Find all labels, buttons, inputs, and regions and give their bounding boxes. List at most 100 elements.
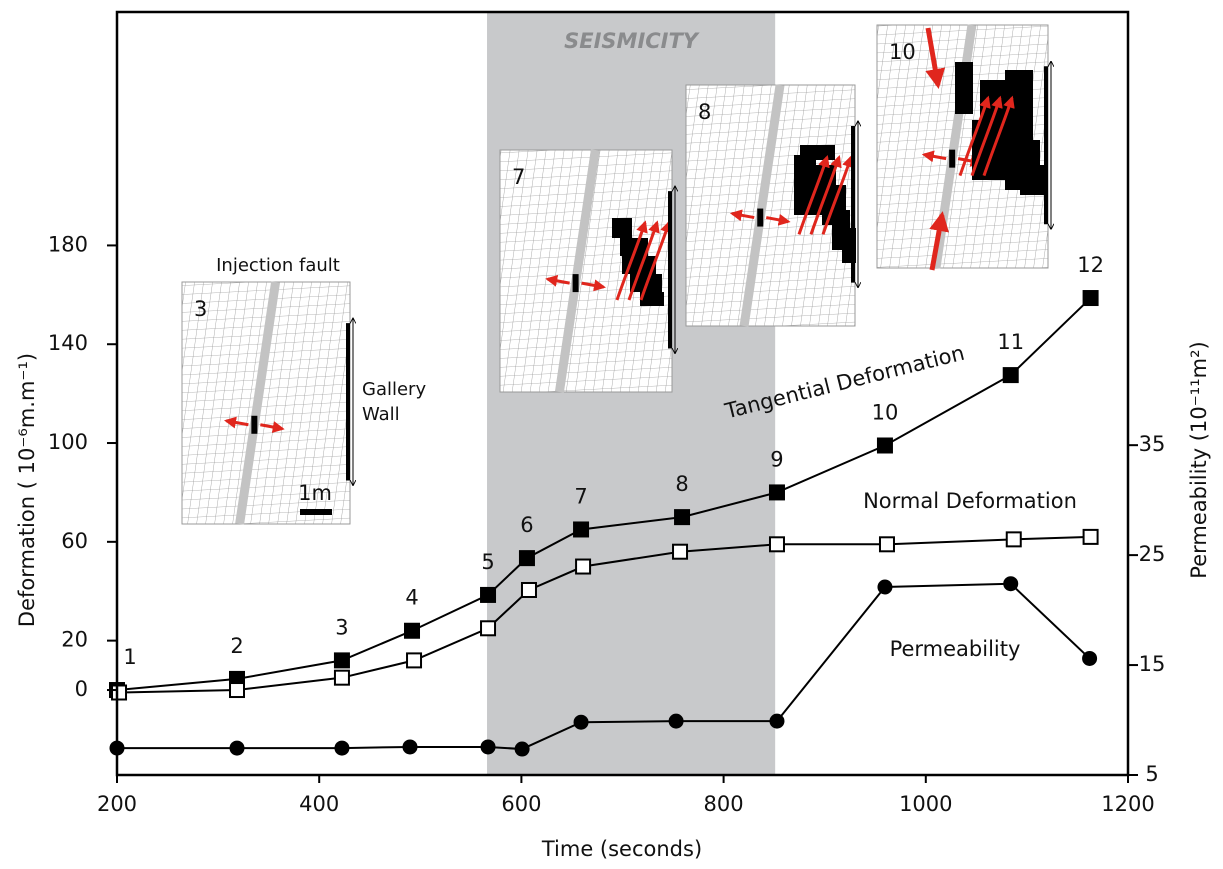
injection-point	[572, 274, 579, 293]
point-label: 7	[574, 484, 587, 508]
red-arrow	[581, 279, 606, 292]
marker	[480, 586, 497, 603]
marker	[1082, 528, 1099, 545]
y-tick-label: 20	[61, 628, 88, 652]
inset-label: 3	[194, 297, 207, 321]
seismicity-label: SEISMICITY	[564, 29, 700, 53]
red-fault-arrow	[925, 27, 946, 89]
marker	[1082, 650, 1098, 666]
point-label: 12	[1077, 253, 1104, 277]
point-label: 8	[675, 472, 688, 496]
series-line	[119, 535, 1091, 694]
red-slip	[627, 220, 660, 301]
marker	[480, 739, 496, 755]
failed-cells	[800, 145, 835, 160]
y-tick-label: 180	[48, 232, 88, 256]
red-arrow	[223, 416, 249, 429]
marker	[229, 682, 246, 699]
y-axis-title: Deformation ( 10⁻⁶m.m⁻¹)	[15, 353, 39, 627]
marker	[333, 652, 350, 669]
marker	[111, 684, 128, 701]
annotation: Gallery	[362, 379, 426, 400]
x-tick-label: 200	[97, 792, 137, 816]
marker	[229, 740, 245, 756]
red-slip	[809, 155, 842, 235]
fault-band	[235, 281, 281, 525]
y-tick-label: 100	[48, 430, 88, 454]
marker	[878, 536, 895, 553]
y-tick-label: 0	[75, 677, 88, 701]
inset-label: 10	[889, 40, 916, 64]
series-label: Normal Deformation	[863, 489, 1077, 513]
marker	[575, 558, 592, 575]
red-slip	[639, 220, 672, 301]
point-label: 6	[520, 513, 533, 537]
series-line	[116, 297, 1092, 692]
red-arrow	[765, 213, 791, 226]
point-label: 5	[481, 550, 494, 574]
red-arrow	[260, 421, 285, 433]
point-label: 10	[872, 400, 899, 424]
failed-cells	[640, 292, 664, 306]
inset: 8	[685, 84, 858, 327]
red-slip	[958, 95, 991, 177]
x-tick-label: 1000	[899, 792, 952, 816]
x-tick-label: 800	[704, 792, 744, 816]
marker	[672, 543, 689, 560]
marker	[404, 622, 421, 639]
injection-point	[251, 415, 258, 434]
marker	[480, 620, 497, 637]
marker	[768, 536, 785, 553]
y2-tick-label: 25	[1139, 542, 1166, 566]
point-label: 9	[770, 447, 783, 471]
y-tick-label: 60	[61, 529, 88, 553]
scale-bar	[300, 509, 332, 515]
failed-cells	[955, 62, 973, 114]
fault-band	[739, 84, 785, 327]
point-label: 4	[405, 586, 418, 610]
marker	[333, 669, 350, 686]
failed-cells	[1030, 165, 1048, 195]
red-slip	[970, 95, 1003, 177]
series-line	[117, 582, 1091, 751]
plot-frame	[115, 10, 1130, 777]
red-slip	[615, 220, 648, 301]
annotation: Wall	[362, 404, 400, 425]
red-arrow	[921, 150, 947, 163]
marker	[1003, 576, 1019, 592]
marker	[402, 739, 418, 755]
point-label: 11	[997, 330, 1024, 354]
y2-axis-title: Permeability (10⁻¹¹m²)	[1187, 341, 1211, 578]
marker	[573, 521, 590, 538]
fault-band	[554, 149, 600, 393]
x-axis-title: Time (seconds)	[541, 837, 702, 861]
marker	[674, 509, 691, 526]
annotation: Injection fault	[216, 255, 340, 276]
marker	[573, 714, 589, 730]
red-arrow	[545, 274, 570, 287]
annotation: 1m	[298, 481, 332, 505]
marker	[877, 579, 893, 595]
inset: 7	[499, 149, 675, 393]
x-tick-label: 400	[299, 792, 339, 816]
y-tick-label: 140	[48, 331, 88, 355]
failed-cells	[612, 218, 632, 238]
red-slip	[982, 95, 1015, 177]
marker	[514, 741, 530, 757]
marker	[668, 713, 684, 729]
marker	[769, 713, 785, 729]
marker	[406, 652, 423, 669]
y2-tick-label: 5	[1145, 762, 1158, 786]
marker	[876, 437, 893, 454]
red-arrow	[729, 209, 755, 222]
point-label: 1	[123, 645, 136, 669]
injection-point	[757, 208, 764, 227]
marker	[334, 740, 350, 756]
marker	[520, 581, 537, 598]
y2-tick-label: 15	[1139, 652, 1166, 676]
x-tick-label: 600	[501, 792, 541, 816]
inset-label: 7	[512, 165, 525, 189]
y2-tick-label: 35	[1139, 432, 1166, 456]
injection-point	[949, 149, 956, 168]
